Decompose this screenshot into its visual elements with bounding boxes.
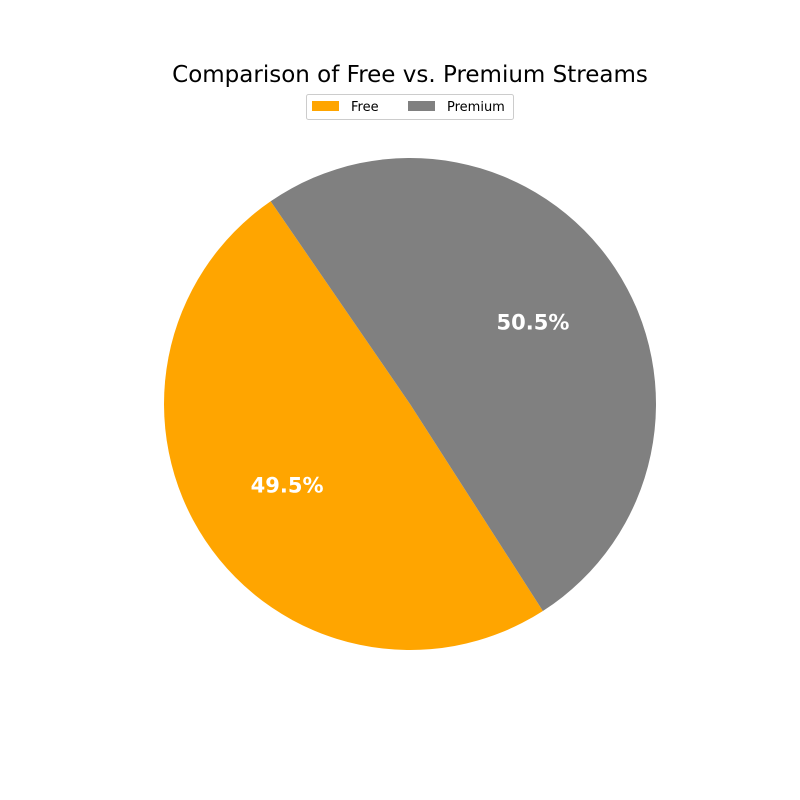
legend-swatch-free xyxy=(312,101,339,111)
pie-slice-premium xyxy=(270,157,657,612)
legend-label-premium: Premium xyxy=(447,100,505,115)
chart-title: Comparison of Free vs. Premium Streams xyxy=(172,62,648,88)
pie-labels: 49.5% 50.5% xyxy=(251,310,570,497)
legend: Free Premium xyxy=(306,94,514,120)
legend-label-free: Free xyxy=(351,100,379,115)
legend-swatch-premium xyxy=(408,101,435,111)
pie-slice-label-free: 49.5% xyxy=(251,474,324,498)
pie-slice-label-premium: 50.5% xyxy=(497,310,570,334)
pie-slice-free xyxy=(164,201,543,650)
pie-slices xyxy=(164,157,657,650)
